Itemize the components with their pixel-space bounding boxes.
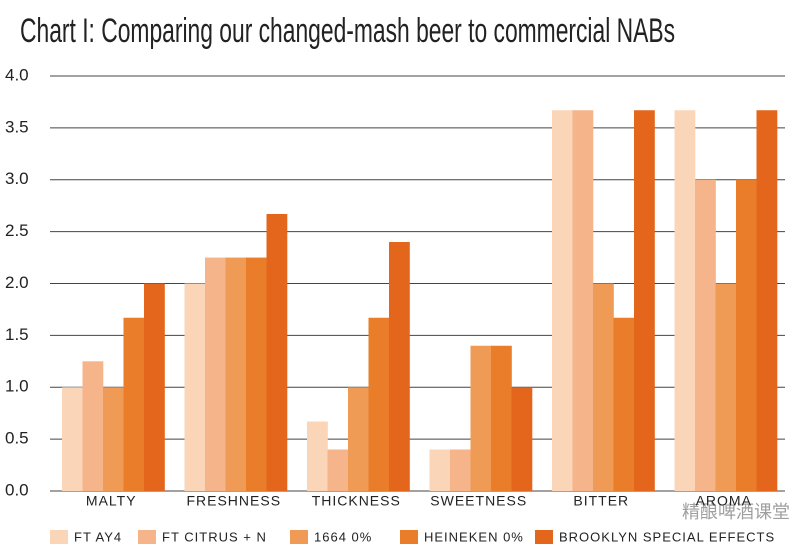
bar [491,345,512,491]
x-tick-label: AROMA [696,493,752,509]
x-tick-label: SWEETNESS [430,493,527,509]
legend-swatch [400,530,418,544]
bar [205,257,226,491]
y-tick-label: 2.0 [5,273,29,292]
legend-swatch [290,530,308,544]
bar [62,387,83,491]
bar [674,110,696,492]
x-tick-label: FRESHNESS [186,493,281,509]
bar [736,179,757,491]
legend-label: FT AY4 [74,529,122,544]
legend-label: HEINEKEN 0% [424,529,524,544]
bar [613,317,635,491]
bar [144,283,165,491]
bar [634,110,655,492]
bar [552,110,573,492]
legend-label: FT CITRUS + N [162,529,267,544]
watermark: 精酿啤酒课堂 [682,502,790,522]
y-tick-label: 1.5 [5,325,29,344]
bar [429,449,451,491]
y-tick-label: 3.5 [5,117,29,136]
y-tick-label: 2.5 [5,221,29,240]
bar [756,110,778,492]
chart-title: Chart I: Comparing our changed-mash beer… [20,12,675,50]
bar [266,213,288,492]
y-tick-label: 4.0 [5,65,29,84]
bar [225,257,247,491]
bar [348,387,369,491]
x-tick-label: BITTER [573,493,629,509]
x-tick-label: THICKNESS [312,493,401,509]
bar [327,449,349,491]
bar [593,283,614,491]
bar [470,345,492,491]
bar [184,283,206,491]
bar [103,387,124,491]
legend-swatch [138,530,156,544]
bar [450,449,471,491]
legend-swatch [50,530,68,544]
bar [511,387,533,491]
bar [307,421,328,491]
bar [389,242,410,491]
bar [572,110,594,492]
bar [368,317,390,491]
bar [123,317,145,491]
legend-label: BROOKLYN SPECIAL EFFECTS [559,529,775,544]
y-tick-label: 0.5 [5,429,29,448]
y-tick-label: 3.0 [5,169,29,188]
bar [715,283,737,491]
bar [246,257,267,491]
legend-swatch [535,530,553,544]
y-tick-label: 1.0 [5,377,29,396]
legend-label: 1664 0% [314,529,372,544]
bar [82,361,104,491]
y-tick-label: 0.0 [5,480,29,499]
bar [695,179,716,491]
x-tick-label: MALTY [86,493,137,509]
